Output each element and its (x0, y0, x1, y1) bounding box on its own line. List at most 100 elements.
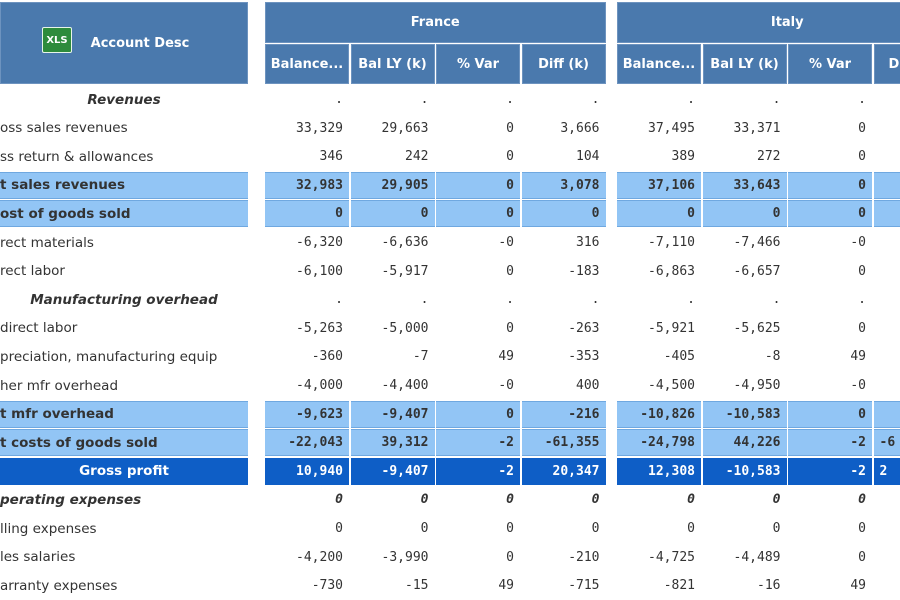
column-header[interactable]: Bal LY (k) (702, 44, 787, 84)
group-header[interactable]: France (265, 2, 606, 43)
value-cell (873, 400, 900, 428)
value-cell: 0 (858, 120, 866, 136)
value-cell: 0 (788, 200, 872, 228)
value-cell: -61,355 (521, 429, 606, 457)
value-cell: 49 (850, 349, 866, 365)
value-cell: -4,400 (381, 378, 429, 394)
value-cell: -5,921 (648, 320, 695, 336)
value-cell: -15 (405, 578, 429, 594)
value-cell: 0 (858, 263, 866, 279)
value-cell: 400 (576, 378, 600, 394)
value-cell: 37,106 (617, 171, 701, 199)
value-cell: 0 (420, 492, 429, 508)
value-cell: -10,583 (702, 457, 787, 485)
value-cell: -2 (788, 429, 872, 457)
column-header[interactable]: Di (873, 44, 900, 84)
value-cell: -6,863 (648, 263, 695, 279)
value-cell (874, 572, 900, 599)
value-cell: -8 (764, 349, 781, 365)
value-cell: 0 (420, 521, 429, 537)
value-cell: . (506, 292, 514, 308)
value-cell: -360 (311, 349, 343, 365)
value-cell (874, 486, 900, 513)
value-cell: 0 (687, 492, 695, 508)
value-cell: . (506, 92, 514, 108)
value-cell: . (335, 292, 343, 308)
value-cell: 33,329 (296, 120, 343, 136)
row-label: oss sales revenues (0, 120, 128, 137)
value-cell: . (687, 292, 695, 308)
value-cell: -405 (663, 349, 695, 365)
value-cell: -5,625 (733, 320, 781, 336)
row-label: rect materials (0, 234, 94, 251)
value-cell: 49 (498, 349, 514, 365)
value-cell: 33,371 (733, 120, 781, 136)
value-cell: -0 (850, 235, 866, 251)
value-cell: 20,347 (521, 457, 606, 485)
value-cell: 0 (617, 200, 701, 228)
value-cell: 0 (436, 200, 520, 228)
value-cell: 0 (335, 521, 343, 537)
value-cell: 0 (772, 492, 781, 508)
value-cell: 32,983 (265, 171, 349, 199)
value-cell: 0 (772, 521, 781, 537)
value-cell: -4,489 (733, 549, 781, 565)
value-cell: -216 (521, 400, 606, 428)
xls-icon[interactable]: XLS (42, 27, 72, 53)
row-label: direct labor (0, 320, 78, 337)
value-cell: . (858, 292, 866, 308)
value-cell (873, 171, 900, 199)
group-header[interactable]: Italy (617, 2, 900, 43)
value-cell: 0 (858, 521, 866, 537)
value-cell (874, 86, 900, 113)
value-cell (874, 143, 900, 170)
row-label: her mfr overhead (0, 377, 119, 394)
value-cell: -4,200 (296, 549, 343, 565)
value-cell: . (591, 292, 600, 308)
value-cell: -821 (663, 578, 695, 594)
column-header[interactable]: % Var (788, 44, 872, 84)
value-cell: 10,940 (265, 457, 349, 485)
value-cell: 0 (436, 171, 520, 199)
row-label: preciation, manufacturing equip (0, 348, 218, 365)
column-header[interactable]: Bal LY (k) (350, 44, 435, 84)
value-cell: . (687, 92, 695, 108)
value-cell: 0 (858, 320, 866, 336)
account-desc-title: Account Desc (90, 35, 190, 51)
value-cell: -6,100 (296, 263, 343, 279)
value-cell: -210 (568, 549, 600, 565)
value-cell: -9,623 (265, 400, 349, 428)
value-cell: 272 (757, 149, 781, 165)
column-header[interactable]: Balance... (617, 44, 701, 84)
value-cell: -4,725 (648, 549, 695, 565)
value-cell (874, 286, 900, 313)
value-cell: -7 (412, 349, 429, 365)
column-header[interactable]: % Var (436, 44, 520, 84)
value-cell: -0 (498, 235, 514, 251)
value-cell (874, 258, 900, 285)
value-cell: . (420, 292, 429, 308)
row-label: lling expenses (0, 520, 97, 537)
value-cell: 0 (350, 200, 435, 228)
account-desc-header[interactable]: Account Desc (0, 2, 248, 84)
value-cell: 3,666 (560, 120, 600, 136)
value-cell: . (858, 92, 866, 108)
value-cell: 0 (858, 549, 866, 565)
column-header[interactable]: Diff (k) (521, 44, 606, 84)
value-cell (874, 315, 900, 342)
value-cell: -5,263 (296, 320, 343, 336)
value-cell: -5,917 (381, 263, 429, 279)
value-cell: -2 (436, 429, 520, 457)
value-cell: 0 (506, 492, 514, 508)
value-cell: 12,308 (617, 457, 701, 485)
value-cell: 0 (702, 200, 787, 228)
value-cell: 104 (576, 149, 600, 165)
value-cell: 0 (687, 521, 695, 537)
value-cell: 0 (521, 200, 606, 228)
value-cell: -4,500 (648, 378, 695, 394)
row-label: t sales revenues (0, 171, 248, 199)
row-label: Gross profit (0, 457, 248, 485)
value-cell: -263 (568, 320, 600, 336)
column-header[interactable]: Balance... (265, 44, 349, 84)
